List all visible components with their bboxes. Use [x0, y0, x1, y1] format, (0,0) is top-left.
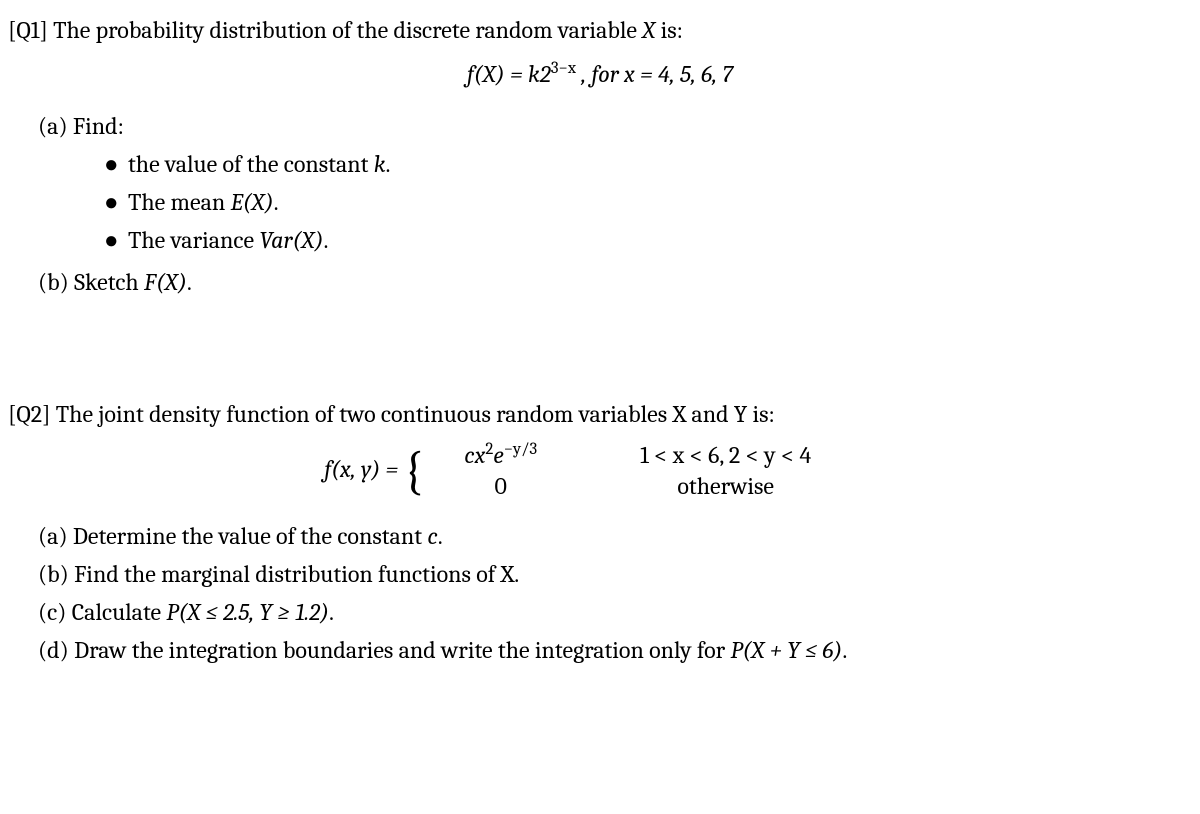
q2-c1-pre: cx: [464, 441, 485, 469]
q2-c1-exp2: −y/3: [504, 440, 537, 459]
q1-bullet-2: ●The mean E(X).: [104, 184, 1192, 220]
q1-b3-text: The variance: [128, 226, 259, 254]
q2-c1-mid: e: [493, 441, 503, 469]
q2-formula: f(x, y) = { cx2e−y/3 1 < x < 6, 2 < y < …: [8, 440, 1192, 502]
q2-part-d: (d) Draw the integration boundaries and …: [38, 632, 1192, 668]
q1-bullet-1: ●the value of the constant k.: [104, 146, 1192, 182]
q1-part-b: (b) Sketch F(X).: [38, 264, 1192, 300]
q1-b-pre: (b) Sketch: [38, 268, 144, 296]
left-brace-icon: {: [404, 445, 424, 497]
q2-d-text: (d) Draw the integration boundaries and …: [38, 636, 730, 664]
q2-piecewise: { cx2e−y/3 1 < x < 6, 2 < y < 4 0 otherw…: [404, 440, 876, 502]
q2-case1-value: cx2e−y/3: [426, 440, 576, 471]
q2-case-2: 0 otherwise: [426, 471, 876, 502]
q1-b1-text: the value of the constant: [128, 150, 374, 178]
q2-c-text: (c) Calculate: [38, 598, 166, 626]
q1-header-var: X: [642, 16, 655, 44]
q1-formula-lhs: f(X) = k2: [467, 60, 551, 88]
q2-a-text: (a) Determine the value of the constant: [38, 522, 427, 550]
q2-a-post: .: [438, 522, 443, 550]
q2-case2-value: 0: [426, 471, 576, 502]
q2-header: [Q2] The joint density function of two c…: [8, 396, 1192, 432]
q1-b-post: .: [187, 268, 192, 296]
q2-formula-lhs: f(x, y) =: [324, 455, 403, 483]
q1-bullet-3: ●The variance Var(X).: [104, 222, 1192, 258]
bullet-icon: ●: [104, 184, 128, 220]
q2-part-b: (b) Find the marginal distribution funct…: [38, 556, 1192, 592]
q1-formula-rhs: , for x = 4, 5, 6, 7: [576, 60, 733, 88]
q1-header-text: [Q1] The probability distribution of the…: [8, 16, 642, 44]
bullet-icon: ●: [104, 146, 128, 182]
q2-case1-cond: 1 < x < 6, 2 < y < 4: [576, 440, 876, 471]
q2-case-1: cx2e−y/3 1 < x < 6, 2 < y < 4: [426, 440, 876, 471]
q1-formula-exp: 3−x: [551, 59, 576, 78]
q1-header-end: is:: [655, 16, 683, 44]
q2-case2-cond: otherwise: [576, 471, 876, 502]
q1-header: [Q1] The probability distribution of the…: [8, 12, 1192, 48]
q1-formula: f(X) = k23−x , for x = 4, 5, 6, 7: [8, 56, 1192, 92]
bullet-icon: ●: [104, 222, 128, 258]
q1-b1-var: k: [374, 150, 386, 178]
q1-b2-post: .: [274, 188, 279, 216]
q1-b-var: F(X): [144, 268, 187, 296]
q2-cases: cx2e−y/3 1 < x < 6, 2 < y < 4 0 otherwis…: [426, 440, 876, 502]
q1-part-a: (a) Find:: [38, 108, 1192, 144]
q1-b3-post: .: [324, 226, 329, 254]
q1-b2-text: The mean: [128, 188, 231, 216]
q2-d-post: .: [842, 636, 847, 664]
q1-b2-var: E(X): [231, 188, 274, 216]
q2-part-a: (a) Determine the value of the constant …: [38, 518, 1192, 554]
q1-b1-post: .: [386, 150, 391, 178]
q2-d-var: P(X + Y ≤ 6): [730, 636, 842, 664]
q2-a-var: c: [427, 522, 437, 550]
q2-part-c: (c) Calculate P(X ≤ 2.5, Y ≥ 1.2).: [38, 594, 1192, 630]
q2-c-post: .: [329, 598, 334, 626]
q2-c-var: P(X ≤ 2.5, Y ≥ 1.2): [166, 598, 329, 626]
q1-b3-var: Var(X): [259, 226, 323, 254]
